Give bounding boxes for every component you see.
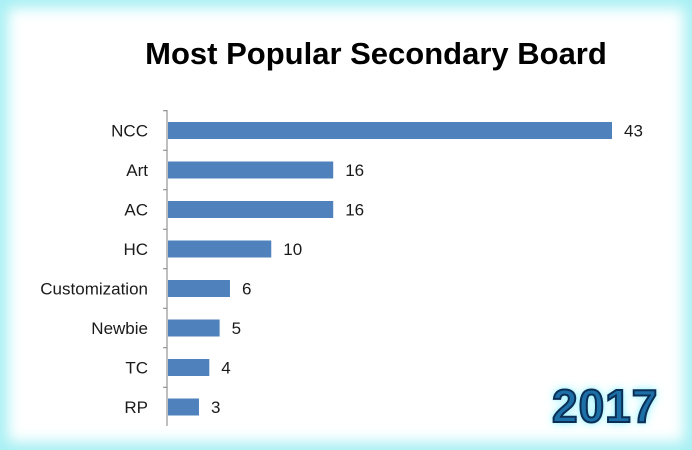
data-label: 5	[232, 319, 241, 338]
data-label: 6	[242, 280, 251, 299]
data-label: 10	[283, 240, 302, 259]
bar-tc	[168, 359, 210, 376]
category-label: RP	[124, 398, 148, 417]
category-label: Art	[126, 161, 148, 180]
bar-ncc	[168, 122, 612, 139]
data-label: 16	[345, 161, 364, 180]
bar-customization	[168, 280, 230, 297]
data-label: 3	[211, 398, 220, 417]
category-label: AC	[124, 201, 148, 220]
year-badge: 2017	[551, 379, 659, 433]
data-label: 43	[624, 122, 643, 141]
category-label: Newbie	[91, 319, 148, 338]
bar-newbie	[168, 319, 220, 337]
category-label: Customization	[40, 280, 148, 299]
bar-ac	[168, 201, 334, 218]
chart-title: Most Popular Secondary Board	[145, 36, 607, 71]
data-label: 4	[221, 359, 230, 378]
bar-hc	[168, 240, 272, 258]
data-label: 16	[345, 201, 364, 220]
bar-art	[168, 161, 334, 179]
category-label: HC	[123, 240, 148, 259]
category-label: TC	[125, 359, 148, 378]
category-label: NCC	[111, 122, 148, 141]
bar-rp	[168, 398, 199, 416]
